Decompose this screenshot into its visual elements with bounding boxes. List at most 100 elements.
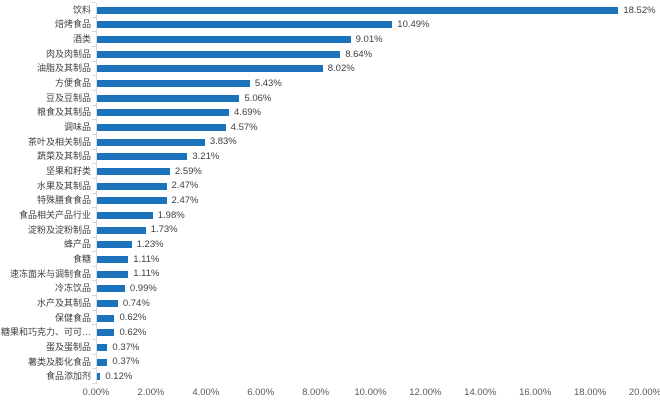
category-label: 油脂及其制品 bbox=[36, 63, 91, 74]
value-label: 0.62% bbox=[119, 312, 147, 324]
bar bbox=[97, 124, 226, 132]
bar bbox=[97, 314, 115, 322]
x-tick-label: 0.00% bbox=[82, 387, 110, 398]
x-tick-label: 12.00% bbox=[409, 387, 442, 398]
category-label: 保健食品 bbox=[54, 312, 91, 323]
value-label: 4.69% bbox=[234, 107, 261, 119]
bar-row: 调味品 4.57% bbox=[0, 119, 660, 135]
bar bbox=[97, 21, 393, 29]
bar-track: 10.49% bbox=[92, 16, 660, 33]
value-label: 1.11% bbox=[133, 268, 160, 280]
value-label: 18.52% bbox=[623, 4, 656, 16]
bar bbox=[97, 109, 230, 117]
bar-row: 水产及其制品 0.74% bbox=[0, 295, 660, 311]
value-label: 1.98% bbox=[157, 209, 185, 221]
bar-row: 水果及其制品 2.47% bbox=[0, 177, 660, 194]
category-label: 豆及豆制品 bbox=[45, 92, 91, 103]
bar bbox=[97, 226, 146, 234]
x-tick-label: 10.00% bbox=[354, 387, 387, 398]
value-label: 5.43% bbox=[254, 77, 282, 89]
bar-row: 坚果和籽类 2.59% bbox=[0, 163, 660, 179]
bar-track: 2.47% bbox=[92, 192, 660, 209]
category-label: 粮食及其制品 bbox=[36, 107, 91, 118]
category-label: 特殊膳食食品 bbox=[36, 195, 91, 206]
category-label: 蔬菜及其制品 bbox=[36, 151, 91, 162]
bar bbox=[97, 6, 619, 14]
category-label: 方便食品 bbox=[54, 78, 91, 89]
category-label: 水产及其制品 bbox=[36, 297, 91, 308]
value-label: 2.47% bbox=[171, 195, 199, 207]
bar-row: 保健食品 0.62% bbox=[0, 309, 660, 326]
value-label: 0.99% bbox=[129, 283, 157, 295]
bar-row: 特殊膳食食品 2.47% bbox=[0, 192, 660, 209]
bar bbox=[97, 65, 323, 73]
bar-track: 9.01% bbox=[92, 31, 660, 47]
bar-row: 蔬菜及其制品 3.21% bbox=[0, 148, 660, 165]
bar bbox=[97, 36, 351, 44]
bar bbox=[97, 373, 101, 381]
category-label: 糖果和巧克力、可可… bbox=[0, 327, 91, 338]
x-tick-label: 16.00% bbox=[519, 387, 552, 398]
x-tick-label: 6.00% bbox=[247, 387, 275, 398]
bar bbox=[97, 168, 170, 176]
bar-row: 饮料 18.52% bbox=[0, 2, 660, 18]
bar-row: 焙烤食品 10.49% bbox=[0, 16, 660, 33]
category-label: 饮料 bbox=[72, 4, 91, 15]
bar-track: 1.98% bbox=[92, 207, 660, 223]
bar bbox=[97, 343, 108, 351]
value-label: 8.02% bbox=[327, 63, 355, 75]
category-label: 酒类 bbox=[72, 34, 91, 45]
value-label: 1.23% bbox=[136, 239, 164, 251]
bar-track: 5.43% bbox=[92, 75, 660, 91]
bar-row: 食糖 1.11% bbox=[0, 251, 660, 267]
bar-track: 0.37% bbox=[92, 353, 660, 370]
category-label: 坚果和籽类 bbox=[45, 166, 91, 177]
value-label: 3.21% bbox=[192, 151, 220, 163]
value-label: 9.01% bbox=[355, 33, 383, 45]
bar-track: 0.12% bbox=[92, 368, 660, 385]
bar-track: 1.11% bbox=[92, 251, 660, 267]
value-label: 0.62% bbox=[119, 327, 147, 339]
bar-track: 8.02% bbox=[92, 60, 660, 77]
x-tick-label: 18.00% bbox=[573, 387, 607, 398]
bar-row: 油脂及其制品 8.02% bbox=[0, 60, 660, 77]
x-tick-label: 14.00% bbox=[464, 387, 497, 398]
bar bbox=[97, 80, 250, 88]
bar-track: 18.52% bbox=[92, 2, 660, 18]
bar-row: 冷冻饮品 0.99% bbox=[0, 280, 660, 297]
value-label: 8.64% bbox=[345, 48, 373, 60]
value-label: 1.73% bbox=[150, 224, 178, 236]
bar-track: 4.57% bbox=[92, 119, 660, 135]
bar-row: 食品相关产品行业 1.98% bbox=[0, 207, 660, 223]
value-label: 4.57% bbox=[230, 121, 258, 133]
x-axis: 0.00% 2.00% 4.00% 6.00% 8.00% 10.00% 12.00% 14.… bbox=[83, 387, 660, 401]
x-tick-label: 4.00% bbox=[192, 387, 220, 398]
value-label: 0.37% bbox=[112, 341, 140, 353]
bar bbox=[97, 329, 115, 337]
bar bbox=[97, 241, 132, 249]
bar bbox=[97, 94, 240, 102]
bar-row: 速冻面米与调制食品 1.11% bbox=[0, 265, 660, 282]
bar-row: 糖果和巧克力、可可… 0.62% bbox=[0, 324, 660, 341]
x-tick-label: 2.00% bbox=[137, 387, 165, 398]
bar bbox=[97, 197, 167, 205]
value-label: 0.12% bbox=[105, 370, 133, 382]
category-label: 薯类及膨化食品 bbox=[27, 356, 91, 367]
value-label: 2.47% bbox=[171, 180, 199, 192]
category-label: 食糖 bbox=[72, 253, 91, 264]
bar-track: 2.59% bbox=[92, 163, 660, 179]
bar bbox=[97, 153, 188, 161]
bar-track: 4.69% bbox=[92, 104, 660, 121]
bar-row: 粮食及其制品 4.69% bbox=[0, 104, 660, 121]
category-label: 焙烤食品 bbox=[54, 19, 91, 30]
bar-track: 1.73% bbox=[92, 221, 660, 238]
bar-track: 0.62% bbox=[92, 324, 660, 341]
bar-track: 2.47% bbox=[92, 177, 660, 194]
bar-row: 食品添加剂 0.12% bbox=[0, 368, 660, 385]
value-label: 3.83% bbox=[209, 136, 237, 148]
bar-track: 0.99% bbox=[92, 280, 660, 297]
category-label: 蜂产品 bbox=[63, 239, 91, 250]
x-tick-label: 20.00% bbox=[628, 387, 660, 398]
bar-track: 3.83% bbox=[92, 133, 660, 150]
